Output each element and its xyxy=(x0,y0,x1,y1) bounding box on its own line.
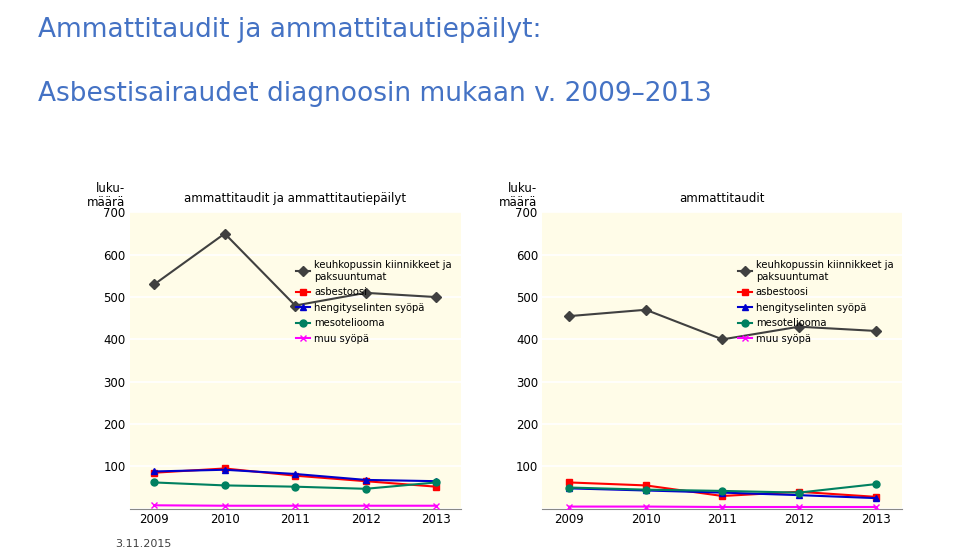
Text: luku-
määrä: luku- määrä xyxy=(499,182,538,209)
Text: luku-
määrä: luku- määrä xyxy=(86,182,125,209)
Legend: keuhkopussin kiinnikkeet ja
paksuuntumat, asbestoosi, hengityselinten syöpä, mes: keuhkopussin kiinnikkeet ja paksuuntumat… xyxy=(292,256,456,348)
Text: 3.11.2015: 3.11.2015 xyxy=(115,539,172,549)
Text: Asbestisairaudet diagnoosin mukaan v. 2009–2013: Asbestisairaudet diagnoosin mukaan v. 20… xyxy=(38,81,712,107)
Text: 700: 700 xyxy=(516,207,538,220)
Text: ammattitaudit ja ammattitautiepäilyt: ammattitaudit ja ammattitautiepäilyt xyxy=(184,192,406,205)
Text: Ammattitaudit ja ammattitautiepäilyt:: Ammattitaudit ja ammattitautiepäilyt: xyxy=(38,17,541,43)
Legend: keuhkopussin kiinnikkeet ja
paksuuntumat, asbestoosi, hengityselinten syöpä, mes: keuhkopussin kiinnikkeet ja paksuuntumat… xyxy=(733,256,898,348)
Text: 700: 700 xyxy=(103,207,125,220)
Text: ammattitaudit: ammattitaudit xyxy=(680,192,765,205)
